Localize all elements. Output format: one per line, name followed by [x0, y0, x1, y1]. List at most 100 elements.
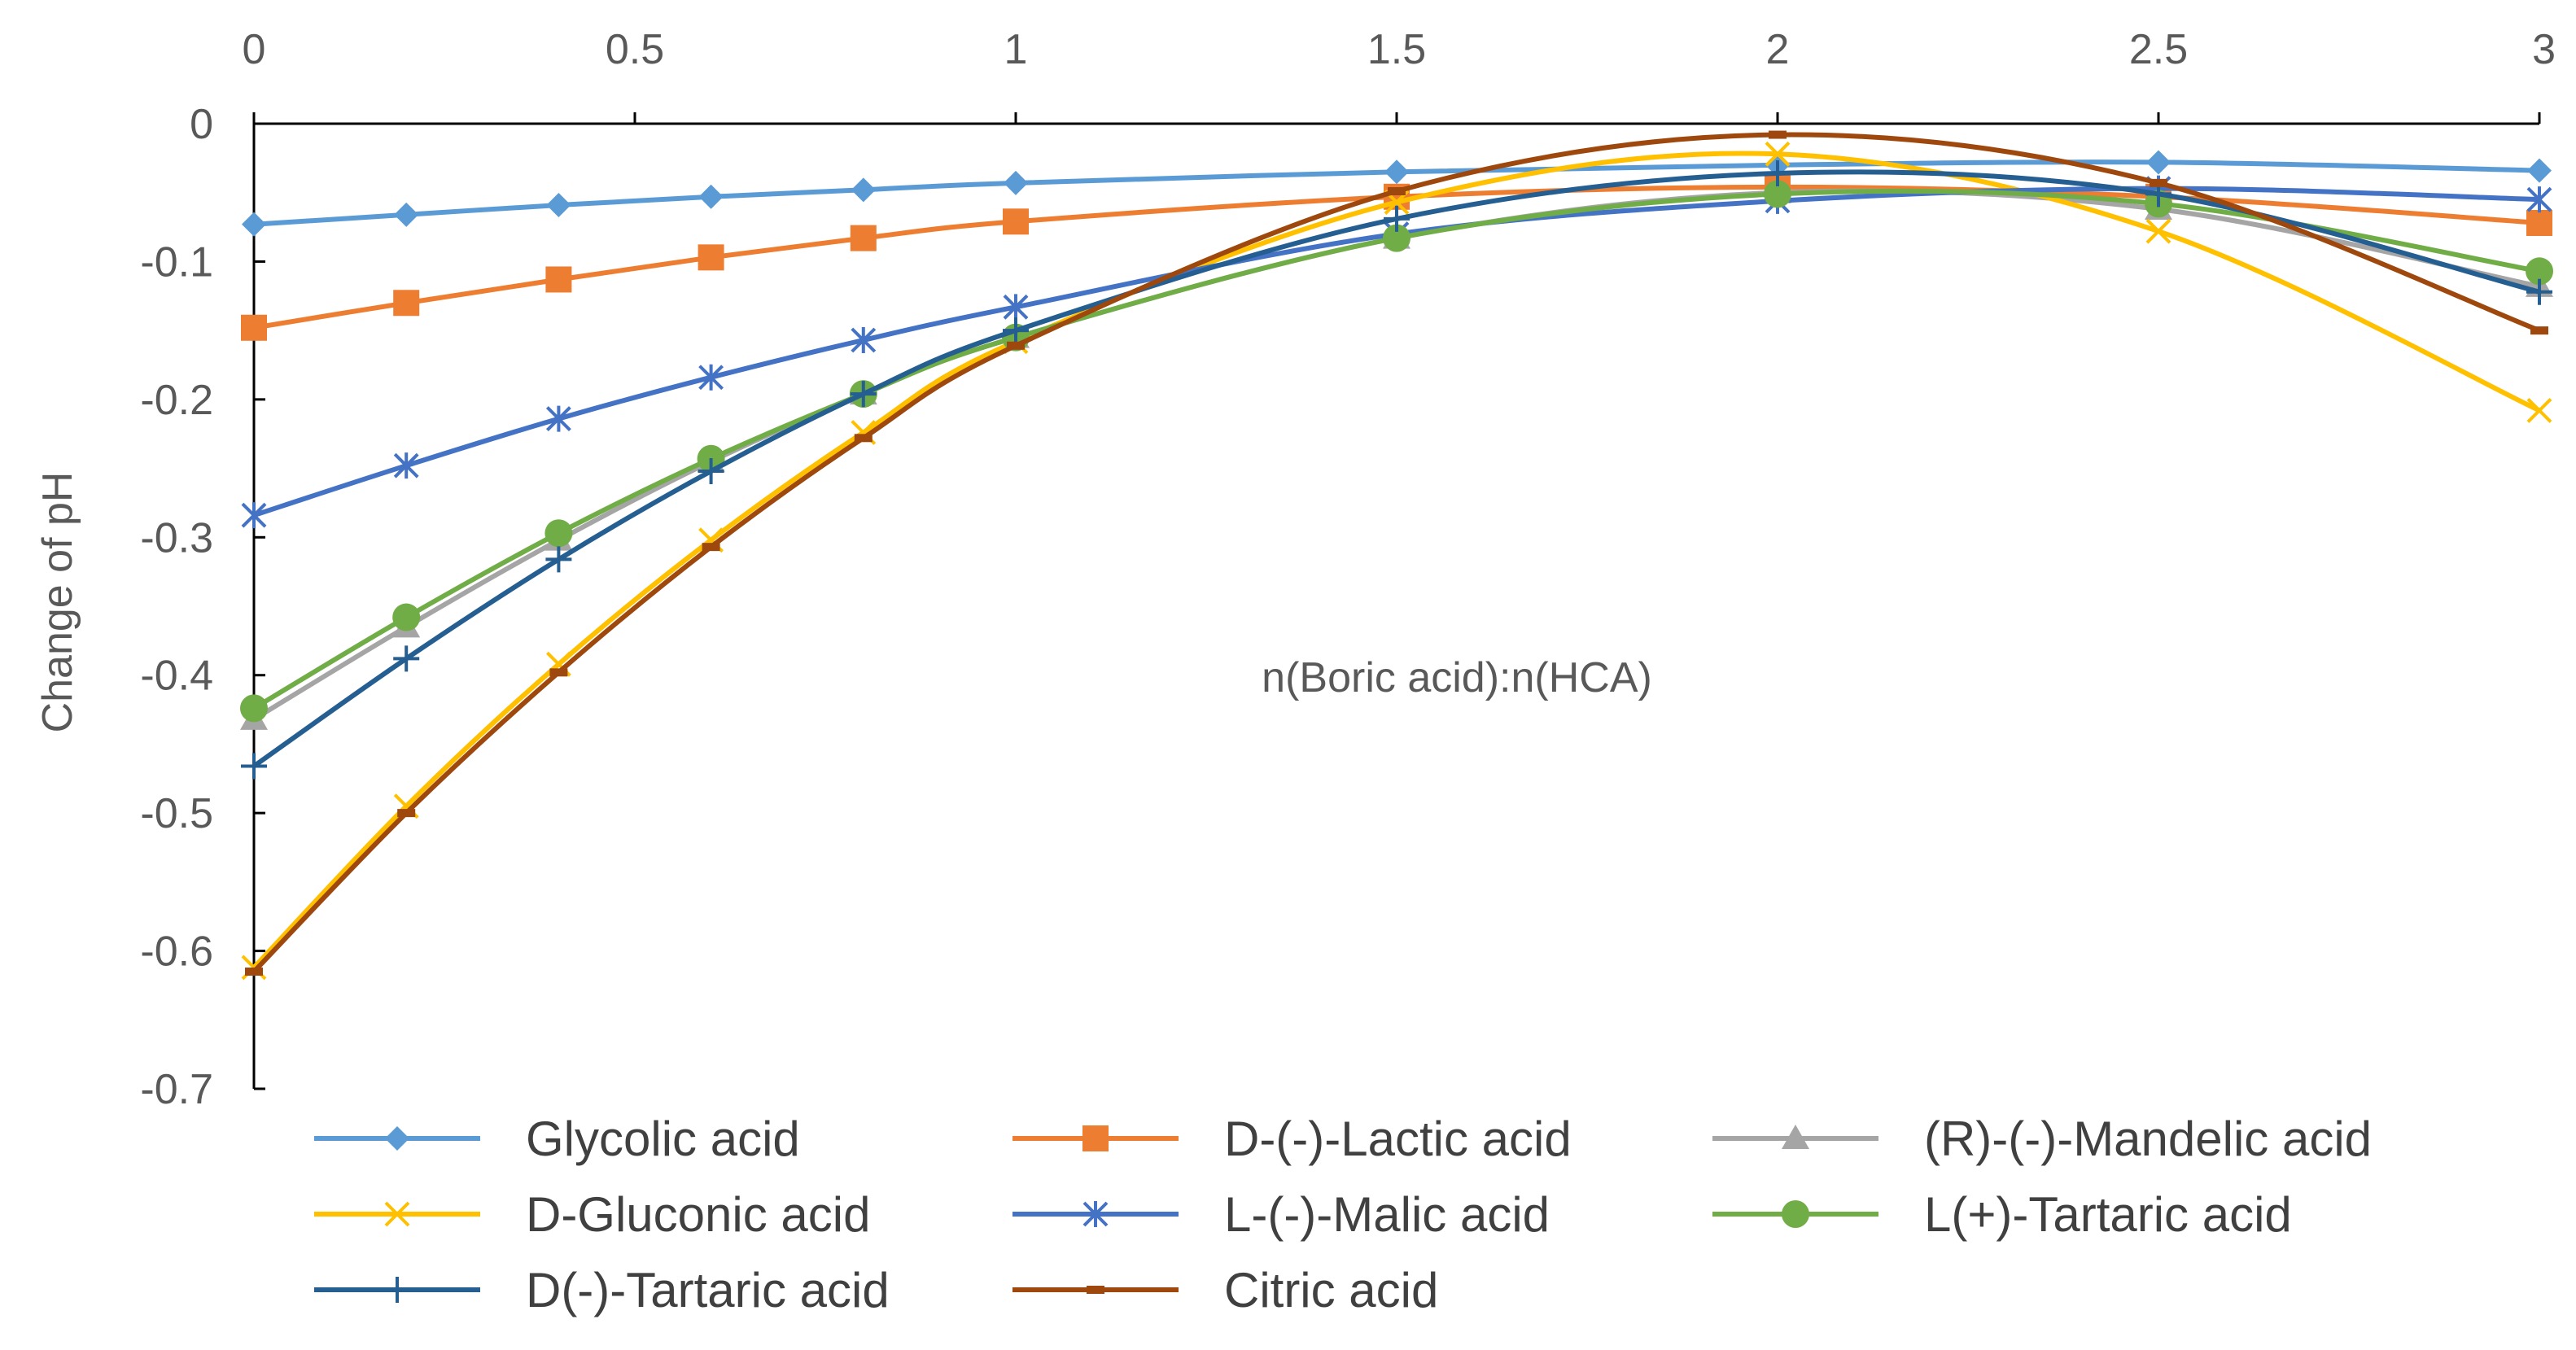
x-tick-label: 2 [1766, 26, 1790, 73]
legend-swatch-marker [1087, 1286, 1104, 1294]
legend-label: D-Gluconic acid [526, 1187, 871, 1242]
data-point [1764, 180, 1791, 208]
data-point [545, 266, 572, 293]
data-point [1004, 170, 1028, 195]
data-point [1388, 187, 1406, 196]
legend-swatch-marker [384, 1201, 410, 1227]
series-l-tartaric-acid [240, 180, 2553, 723]
series-citric-acid [245, 130, 2548, 976]
legend-label: (R)-(-)-Mandelic acid [1924, 1112, 2372, 1166]
legend-item: D-(-)-Lactic acid [1012, 1112, 1572, 1166]
data-point [392, 603, 421, 631]
series-d-lactic-acid [241, 173, 2552, 341]
legend-item: (R)-(-)-Mandelic acid [1712, 1112, 2372, 1166]
series-line [251, 159, 2542, 227]
data-point [393, 290, 420, 317]
legend-label: D-(-)-Lactic acid [1224, 1112, 1572, 1166]
series-d-gluconic-acid [241, 141, 2552, 981]
data-point [851, 327, 877, 354]
series-line [251, 186, 2542, 518]
data-point [2145, 218, 2171, 244]
y-tick-label: -0.7 [140, 1066, 213, 1113]
legend-label: Citric acid [1224, 1263, 1438, 1317]
data-point [1003, 317, 1029, 344]
y-tick-label: -0.6 [140, 928, 213, 976]
data-point [393, 645, 420, 672]
y-tick-label: -0.5 [140, 790, 213, 837]
legend-item: L(+)-Tartaric acid [1712, 1187, 2292, 1242]
legend-item: L-(-)-Malic acid [1012, 1187, 1550, 1242]
data-point [850, 225, 877, 251]
data-point [2526, 186, 2552, 213]
x-tick-label: 1 [1004, 26, 1028, 73]
data-point [698, 364, 724, 391]
data-point [394, 202, 419, 227]
data-point [2527, 158, 2552, 183]
data-point [241, 314, 267, 341]
data-point [2526, 257, 2553, 286]
data-point [1765, 141, 1791, 167]
legend-label: D(-)-Tartaric acid [526, 1263, 890, 1317]
y-axis-title: Change of pH [34, 472, 81, 733]
data-point [854, 434, 873, 443]
series-line [251, 184, 2542, 330]
legend-swatch-marker [1082, 1201, 1109, 1227]
y-tick-label: -0.1 [140, 238, 213, 286]
series-line [251, 132, 2542, 974]
data-point [545, 519, 573, 548]
data-point [2526, 397, 2552, 423]
series-line [251, 169, 2542, 769]
legend-item: D-Gluconic acid [314, 1187, 871, 1242]
x-tick-label: 2.5 [2129, 26, 2188, 73]
data-point [546, 192, 571, 217]
data-point [702, 543, 720, 552]
data-point [698, 184, 724, 209]
x-tick-label: 0.5 [606, 26, 664, 73]
data-point [242, 212, 266, 237]
y-tick-label: -0.3 [140, 514, 213, 561]
data-point [850, 381, 877, 408]
data-point [2526, 278, 2552, 305]
legend-item: D(-)-Tartaric acid [314, 1263, 890, 1317]
data-point [851, 177, 876, 203]
axes: 0 0.5 1 1.5 2 2.5 3 0 -0.1 -0.2 -0.3 -0.4 -0.5 -0.6 -0… [140, 26, 2556, 1113]
legend: Glycolic acid D-(-)-Lactic acid (R)-(-)-Ma… [314, 1112, 2372, 1317]
legend-item: Glycolic acid [314, 1112, 800, 1166]
x-tick-label: 3 [2532, 26, 2556, 73]
legend-swatch-marker [385, 1126, 409, 1151]
data-point [1769, 130, 1787, 139]
data-point [1383, 224, 1410, 252]
data-point [1003, 208, 1029, 235]
data-point [698, 457, 724, 484]
data-point [698, 244, 724, 271]
y-tick-label: -0.4 [140, 653, 213, 700]
y-tick-label: 0 [190, 101, 213, 148]
data-point [2530, 326, 2548, 335]
data-point [245, 967, 263, 976]
data-point [1003, 294, 1029, 321]
data-point [393, 452, 419, 479]
series-layer [240, 130, 2553, 981]
data-point [2526, 209, 2552, 236]
data-point [241, 753, 267, 780]
data-point [549, 668, 568, 677]
x-tick-label: 1.5 [1367, 26, 1426, 73]
data-point [545, 405, 571, 432]
data-point [397, 809, 416, 818]
data-point [240, 694, 268, 723]
legend-label: Glycolic acid [526, 1112, 800, 1166]
data-point [1384, 159, 1409, 185]
legend-label: L(+)-Tartaric acid [1924, 1187, 2292, 1242]
data-point [2150, 178, 2167, 187]
legend-swatch-marker [384, 1277, 410, 1303]
legend-swatch-marker [1782, 1125, 1809, 1149]
legend-item: Citric acid [1012, 1263, 1438, 1317]
legend-label: L-(-)-Malic acid [1224, 1187, 1550, 1242]
legend-swatch-marker [1082, 1125, 1109, 1151]
data-point [1384, 205, 1410, 232]
legend-swatch-marker [1782, 1200, 1809, 1228]
data-point [545, 546, 572, 573]
data-point [2146, 150, 2171, 175]
data-point [1765, 159, 1791, 186]
